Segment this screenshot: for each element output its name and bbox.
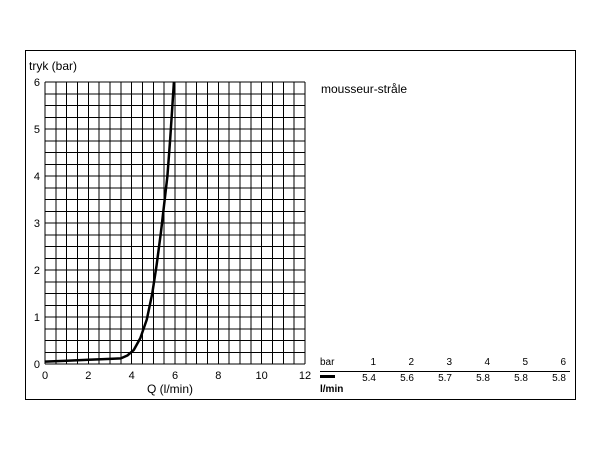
table-flow-cell: 5.6: [400, 373, 414, 384]
y-tick-label: 0: [34, 359, 40, 371]
y-tick-label: 4: [34, 171, 40, 183]
table-pressure-cell: 2: [408, 357, 414, 368]
series-line: [44, 81, 176, 363]
y-tick-label: 6: [34, 77, 40, 89]
table-flow-cell: 5.8: [552, 373, 566, 384]
table-pressure-cell: 5: [522, 357, 528, 368]
table-divider: [320, 371, 570, 372]
x-tick-label: 8: [215, 370, 221, 382]
table-pressure-cell: 1: [370, 357, 376, 368]
x-tick-label: 0: [42, 370, 48, 382]
y-tick-label: 5: [34, 124, 40, 136]
x-tick-label: 10: [256, 370, 268, 382]
x-tick-label: 6: [172, 370, 178, 382]
chart-frame: [25, 50, 576, 400]
y-axis-title: tryk (bar): [29, 59, 77, 73]
legend-swatch: [320, 375, 335, 378]
y-tick-label: 2: [34, 265, 40, 277]
table-flow-cell: 5.4: [362, 373, 376, 384]
y-tick-label: 3: [34, 218, 40, 230]
table-flow-cell: 5.8: [514, 373, 528, 384]
x-tick-label: 2: [85, 370, 91, 382]
table-flow-cell: 5.7: [438, 373, 452, 384]
table-row-label-lmin: l/min: [320, 384, 344, 395]
table-pressure-cell: 3: [446, 357, 452, 368]
series-caption: mousseur-stråle: [321, 82, 408, 96]
table-flow-cell: 5.8: [476, 373, 490, 384]
x-axis-title: Q (l/min): [147, 382, 193, 396]
y-tick-label: 1: [34, 312, 40, 324]
table-row-label-bar: bar: [320, 357, 335, 368]
x-tick-label: 4: [129, 370, 135, 382]
table-pressure-cell: 4: [484, 357, 490, 368]
x-tick-label: 12: [299, 370, 311, 382]
table-pressure-cell: 6: [560, 357, 566, 368]
